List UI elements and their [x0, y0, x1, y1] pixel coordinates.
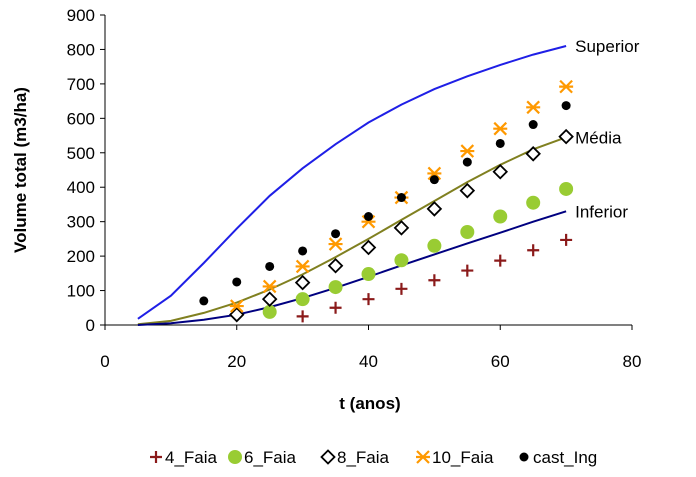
data-point: [232, 277, 242, 287]
data-point: [560, 233, 573, 246]
series-6-faia: [262, 181, 574, 319]
y-tick-label: 800: [67, 40, 95, 59]
data-point: [229, 299, 244, 313]
data-point: [298, 246, 308, 256]
x-tick-label: 40: [359, 352, 378, 371]
legend-label: 10_Faia: [432, 448, 494, 467]
data-point: [528, 120, 538, 130]
data-point: [265, 261, 275, 271]
data-point: [494, 254, 507, 267]
legend-item: 6_Faia: [228, 448, 297, 467]
legend-label: cast_Ing: [533, 448, 597, 467]
data-point: [558, 128, 574, 145]
y-tick-label: 100: [67, 282, 95, 301]
data-point: [294, 274, 311, 291]
y-tick-label: 200: [67, 247, 95, 266]
x-tick-label: 60: [491, 352, 510, 371]
observed-points: [199, 79, 574, 323]
data-point: [429, 175, 439, 185]
curve-inferior: [137, 210, 567, 326]
legend-item: 4_Faia: [150, 448, 218, 467]
data-point: [362, 293, 375, 306]
y-axis-title: Volume total (m3/ha): [11, 87, 30, 253]
legend-marker: [320, 449, 336, 465]
data-point: [561, 101, 571, 111]
data-point: [495, 138, 505, 148]
legend: 4_Faia 6_Faia 8_Faia 10_Faia cast_Ing: [150, 448, 597, 467]
y-tick-label: 700: [67, 75, 95, 94]
legend-marker: [519, 452, 529, 462]
data-point: [295, 259, 310, 274]
data-point: [559, 79, 574, 94]
data-point: [459, 182, 476, 199]
legend-label: 6_Faia: [244, 448, 297, 467]
data-point: [295, 292, 310, 307]
legend-item: 10_Faia: [416, 448, 494, 467]
data-point: [199, 296, 209, 306]
data-point: [395, 282, 408, 295]
series-10-faia: [229, 79, 574, 313]
legend-marker: [416, 450, 430, 464]
data-point: [492, 163, 509, 180]
legend-item: 8_Faia: [320, 448, 390, 467]
data-point: [296, 310, 309, 323]
data-point: [526, 195, 541, 210]
curve-label: Média: [575, 128, 622, 147]
data-point: [261, 291, 278, 307]
data-point: [527, 244, 540, 257]
data-point: [526, 100, 541, 115]
legend-marker: [150, 451, 162, 463]
data-point: [493, 121, 508, 136]
y-tick-label: 300: [67, 213, 95, 232]
data-point: [328, 237, 343, 251]
data-point: [396, 193, 406, 203]
data-point: [427, 166, 442, 181]
curve-label: Superior: [575, 37, 640, 56]
data-point: [525, 146, 541, 162]
data-point: [360, 239, 377, 256]
data-point: [228, 306, 245, 323]
y-tick-label: 0: [86, 316, 95, 335]
x-tick-label: 20: [227, 352, 246, 371]
curve-label: Inferior: [575, 202, 628, 221]
legend-marker: [228, 450, 242, 464]
data-point: [328, 280, 343, 295]
data-point: [329, 301, 342, 314]
data-point: [327, 257, 344, 274]
y-tick-label: 500: [67, 144, 95, 163]
series-8-faia: [228, 128, 574, 323]
data-point: [461, 264, 474, 277]
data-point: [559, 181, 574, 196]
data-point: [460, 144, 475, 158]
data-point: [426, 201, 443, 217]
data-point: [462, 157, 472, 167]
data-point: [331, 229, 341, 239]
data-point: [460, 225, 475, 239]
curve-superior: [137, 45, 567, 320]
data-point: [361, 267, 376, 282]
data-point: [364, 212, 373, 221]
x-axis-title: t (anos): [339, 394, 400, 413]
x-tick-label: 0: [100, 352, 109, 371]
data-point: [427, 238, 442, 253]
data-point: [394, 253, 409, 268]
series-4-faia: [296, 233, 573, 323]
x-tick-label: 80: [623, 352, 642, 371]
plot-axes: 0 100 200 300 400 500 600 700 800 900 0 20 40 60 80: [67, 6, 642, 371]
legend-label: 4_Faia: [165, 448, 218, 467]
y-tick-label: 600: [67, 109, 95, 128]
legend-label: 8_Faia: [337, 448, 390, 467]
series-cast-ing: [199, 101, 571, 306]
data-point: [493, 209, 508, 224]
legend-item: cast_Ing: [519, 448, 597, 467]
data-point: [428, 274, 441, 287]
y-tick-label: 900: [67, 6, 95, 25]
data-point: [262, 304, 277, 319]
data-point: [393, 220, 410, 236]
model-curves: Superior Média Inferior: [137, 37, 640, 326]
data-point: [262, 279, 277, 294]
curve-mdia: [137, 136, 567, 326]
y-tick-label: 400: [67, 178, 95, 197]
